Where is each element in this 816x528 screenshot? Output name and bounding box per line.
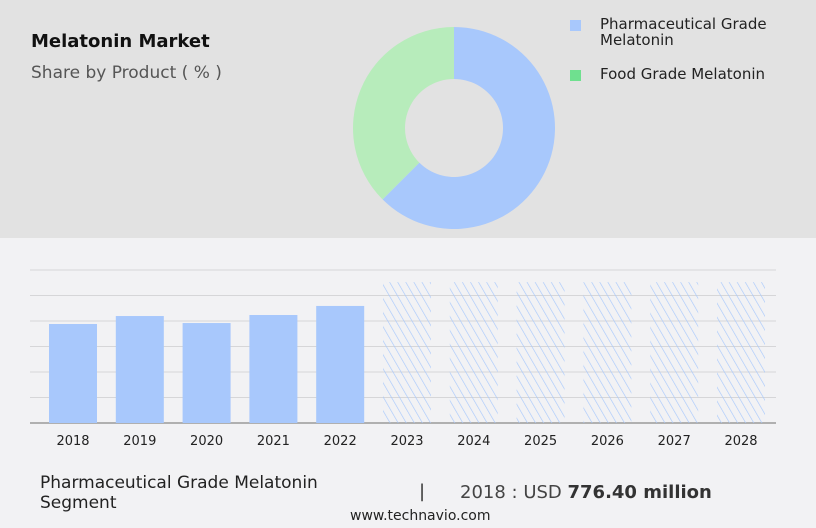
year-prefix: 2018 : USD (460, 482, 568, 503)
x-tick-label: 2021 (257, 434, 290, 449)
x-tick-label: 2022 (324, 434, 357, 449)
x-tick-label: 2018 (56, 434, 89, 449)
forecast-bar-2028 (717, 282, 765, 423)
bar-2021 (249, 315, 298, 423)
chart-subtitle: Share by Product ( % ) (31, 63, 222, 83)
source-link[interactable]: www.technavio.com (350, 508, 491, 524)
chart-title: Melatonin Market (31, 31, 210, 52)
x-tick-label: 2023 (390, 434, 423, 449)
segment-value: 2018 : USD 776.40 million (460, 482, 712, 503)
bar-2022 (316, 305, 365, 423)
bar-2018 (49, 324, 97, 423)
x-tick-label: 2026 (591, 434, 624, 449)
segment-label: Pharmaceutical Grade Melatonin Segment (40, 473, 318, 513)
forecast-bar-2023 (383, 282, 431, 423)
x-tick-label: 2020 (190, 434, 223, 449)
x-tick-label: 2024 (457, 434, 490, 449)
x-tick-label: 2027 (658, 434, 691, 449)
donut-slice-pharma (382, 27, 555, 229)
separator: | (419, 481, 426, 502)
x-tick-label: 2025 (524, 434, 557, 449)
forecast-bar-2025 (516, 282, 565, 423)
bar-2019 (115, 316, 164, 423)
legend-label: Pharmaceutical Grade Melatonin (600, 15, 767, 49)
bar-chart: 2018 2019 2020 2021 2022 2023 2024 2025 2026 2027… (30, 269, 776, 449)
legend-swatch-food (570, 70, 581, 81)
forecast-bar-2027 (650, 282, 699, 423)
donut-chart (353, 27, 555, 229)
forecast-bar-2024 (449, 282, 498, 423)
x-tick-label: 2028 (724, 434, 757, 449)
legend-label: Food Grade Melatonin (600, 65, 766, 83)
bar-2020 (182, 323, 231, 423)
legend-swatch-pharma (570, 20, 581, 31)
forecast-bar-2026 (583, 282, 632, 423)
value-amount: 776.40 million (567, 482, 712, 503)
donut-slice-food (353, 27, 454, 200)
x-tick-label: 2019 (123, 434, 156, 449)
